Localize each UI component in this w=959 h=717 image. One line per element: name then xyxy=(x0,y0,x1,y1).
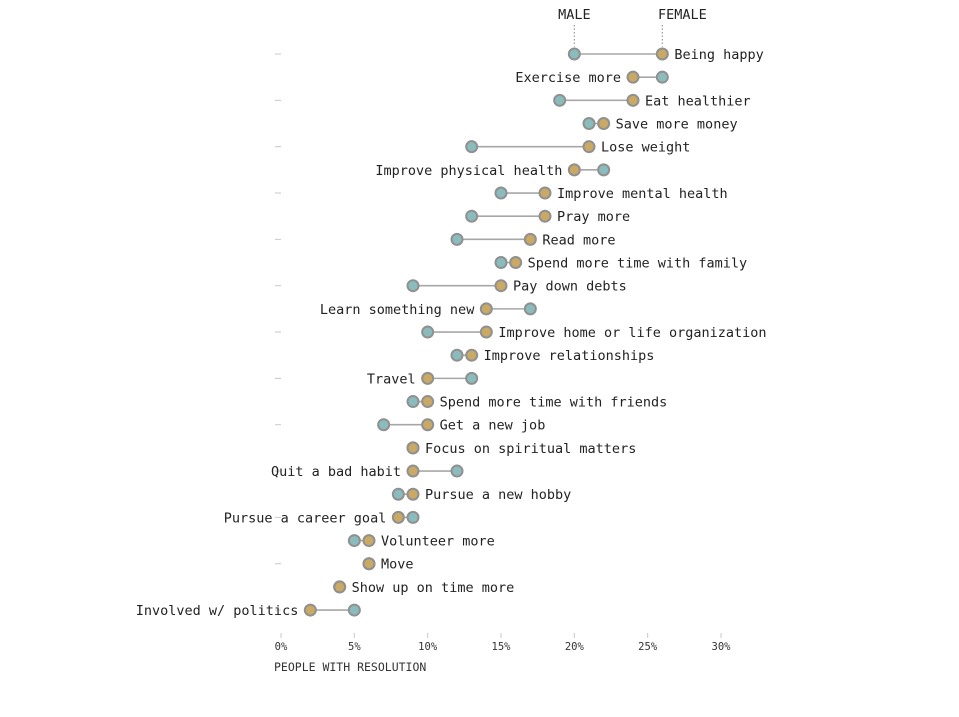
category-label: Travel xyxy=(367,371,416,387)
male-dot xyxy=(494,186,508,200)
x-tick-label: 15% xyxy=(492,641,512,653)
female-dot xyxy=(333,580,347,594)
female-dot xyxy=(303,603,317,617)
category-label: Read more xyxy=(542,232,615,248)
female-dot xyxy=(421,395,435,409)
female-dot xyxy=(406,487,420,501)
x-tick-label: 5% xyxy=(348,641,361,653)
female-dot xyxy=(479,325,493,339)
male-dot xyxy=(655,70,669,84)
female-dot xyxy=(626,70,640,84)
female-dot xyxy=(538,209,552,223)
x-axis-title: PEOPLE WITH RESOLUTION xyxy=(274,660,426,674)
female-dot xyxy=(523,232,537,246)
male-dot xyxy=(406,279,420,293)
row-guides xyxy=(275,53,281,611)
male-dot xyxy=(582,117,596,131)
x-tick-label: 0% xyxy=(275,641,288,653)
male-dot xyxy=(450,464,464,478)
female-dot xyxy=(626,93,640,107)
category-label: Move xyxy=(381,557,414,573)
category-label: Get a new job xyxy=(440,418,546,434)
female-dot xyxy=(479,302,493,316)
male-dot xyxy=(450,232,464,246)
legend-male-label: MALE xyxy=(558,7,591,23)
category-label: Pursue a career goal xyxy=(224,510,387,526)
female-dot xyxy=(582,140,596,154)
female-dot xyxy=(655,47,669,61)
female-dot xyxy=(406,464,420,478)
female-dot xyxy=(509,256,523,270)
female-dot xyxy=(391,510,405,524)
x-tick-label: 10% xyxy=(418,641,438,653)
category-label: Focus on spiritual matters xyxy=(425,441,636,457)
female-dot xyxy=(421,418,435,432)
legend-female-label: FEMALE xyxy=(658,7,707,23)
category-label: Improve relationships xyxy=(484,348,655,364)
category-label: Quit a bad habit xyxy=(271,464,401,480)
category-label: Improve mental health xyxy=(557,186,728,202)
legend: MALE FEMALE xyxy=(558,7,707,47)
female-dot xyxy=(406,441,420,455)
female-dot xyxy=(362,557,376,571)
female-dot xyxy=(465,348,479,362)
category-label: Spend more time with family xyxy=(528,256,747,272)
male-dot xyxy=(406,395,420,409)
male-dot xyxy=(406,510,420,524)
male-dot xyxy=(494,256,508,270)
x-tick-label: 30% xyxy=(712,641,732,653)
category-label: Involved w/ politics xyxy=(136,603,299,619)
female-dot xyxy=(362,534,376,548)
category-labels: Being happy Exercise more Eat healthier Sav… xyxy=(136,47,767,619)
category-label: Improve home or life organization xyxy=(498,325,766,341)
male-dot xyxy=(450,348,464,362)
male-dot xyxy=(377,418,391,432)
male-dot xyxy=(523,302,537,316)
category-label: Improve physical health xyxy=(375,163,562,179)
x-axis: 0% 5% 10% 15% 20% 25% 30% xyxy=(275,633,731,653)
data-dots xyxy=(303,47,669,617)
category-label: Volunteer more xyxy=(381,534,495,550)
male-dot xyxy=(347,603,361,617)
male-dot xyxy=(347,534,361,548)
male-dot xyxy=(465,371,479,385)
female-dot xyxy=(567,163,581,177)
male-dot xyxy=(391,487,405,501)
category-label: Exercise more xyxy=(515,70,621,86)
category-label: Learn something new xyxy=(320,302,475,318)
female-dot xyxy=(494,279,508,293)
x-tick-label: 25% xyxy=(638,641,658,653)
category-label: Spend more time with friends xyxy=(440,395,668,411)
female-dot xyxy=(538,186,552,200)
category-label: Being happy xyxy=(674,47,763,63)
male-dot xyxy=(421,325,435,339)
category-label: Lose weight xyxy=(601,140,690,156)
male-dot xyxy=(597,163,611,177)
male-dot xyxy=(553,93,567,107)
male-dot xyxy=(465,209,479,223)
female-dot xyxy=(597,117,611,131)
category-label: Pursue a new hobby xyxy=(425,487,571,503)
female-dot xyxy=(421,371,435,385)
category-label: Show up on time more xyxy=(352,580,515,596)
category-label: Pray more xyxy=(557,209,630,225)
category-label: Save more money xyxy=(616,117,738,133)
category-label: Pay down debts xyxy=(513,279,627,295)
x-tick-label: 20% xyxy=(565,641,585,653)
male-dot xyxy=(465,140,479,154)
category-label: Eat healthier xyxy=(645,93,751,109)
male-dot xyxy=(567,47,581,61)
